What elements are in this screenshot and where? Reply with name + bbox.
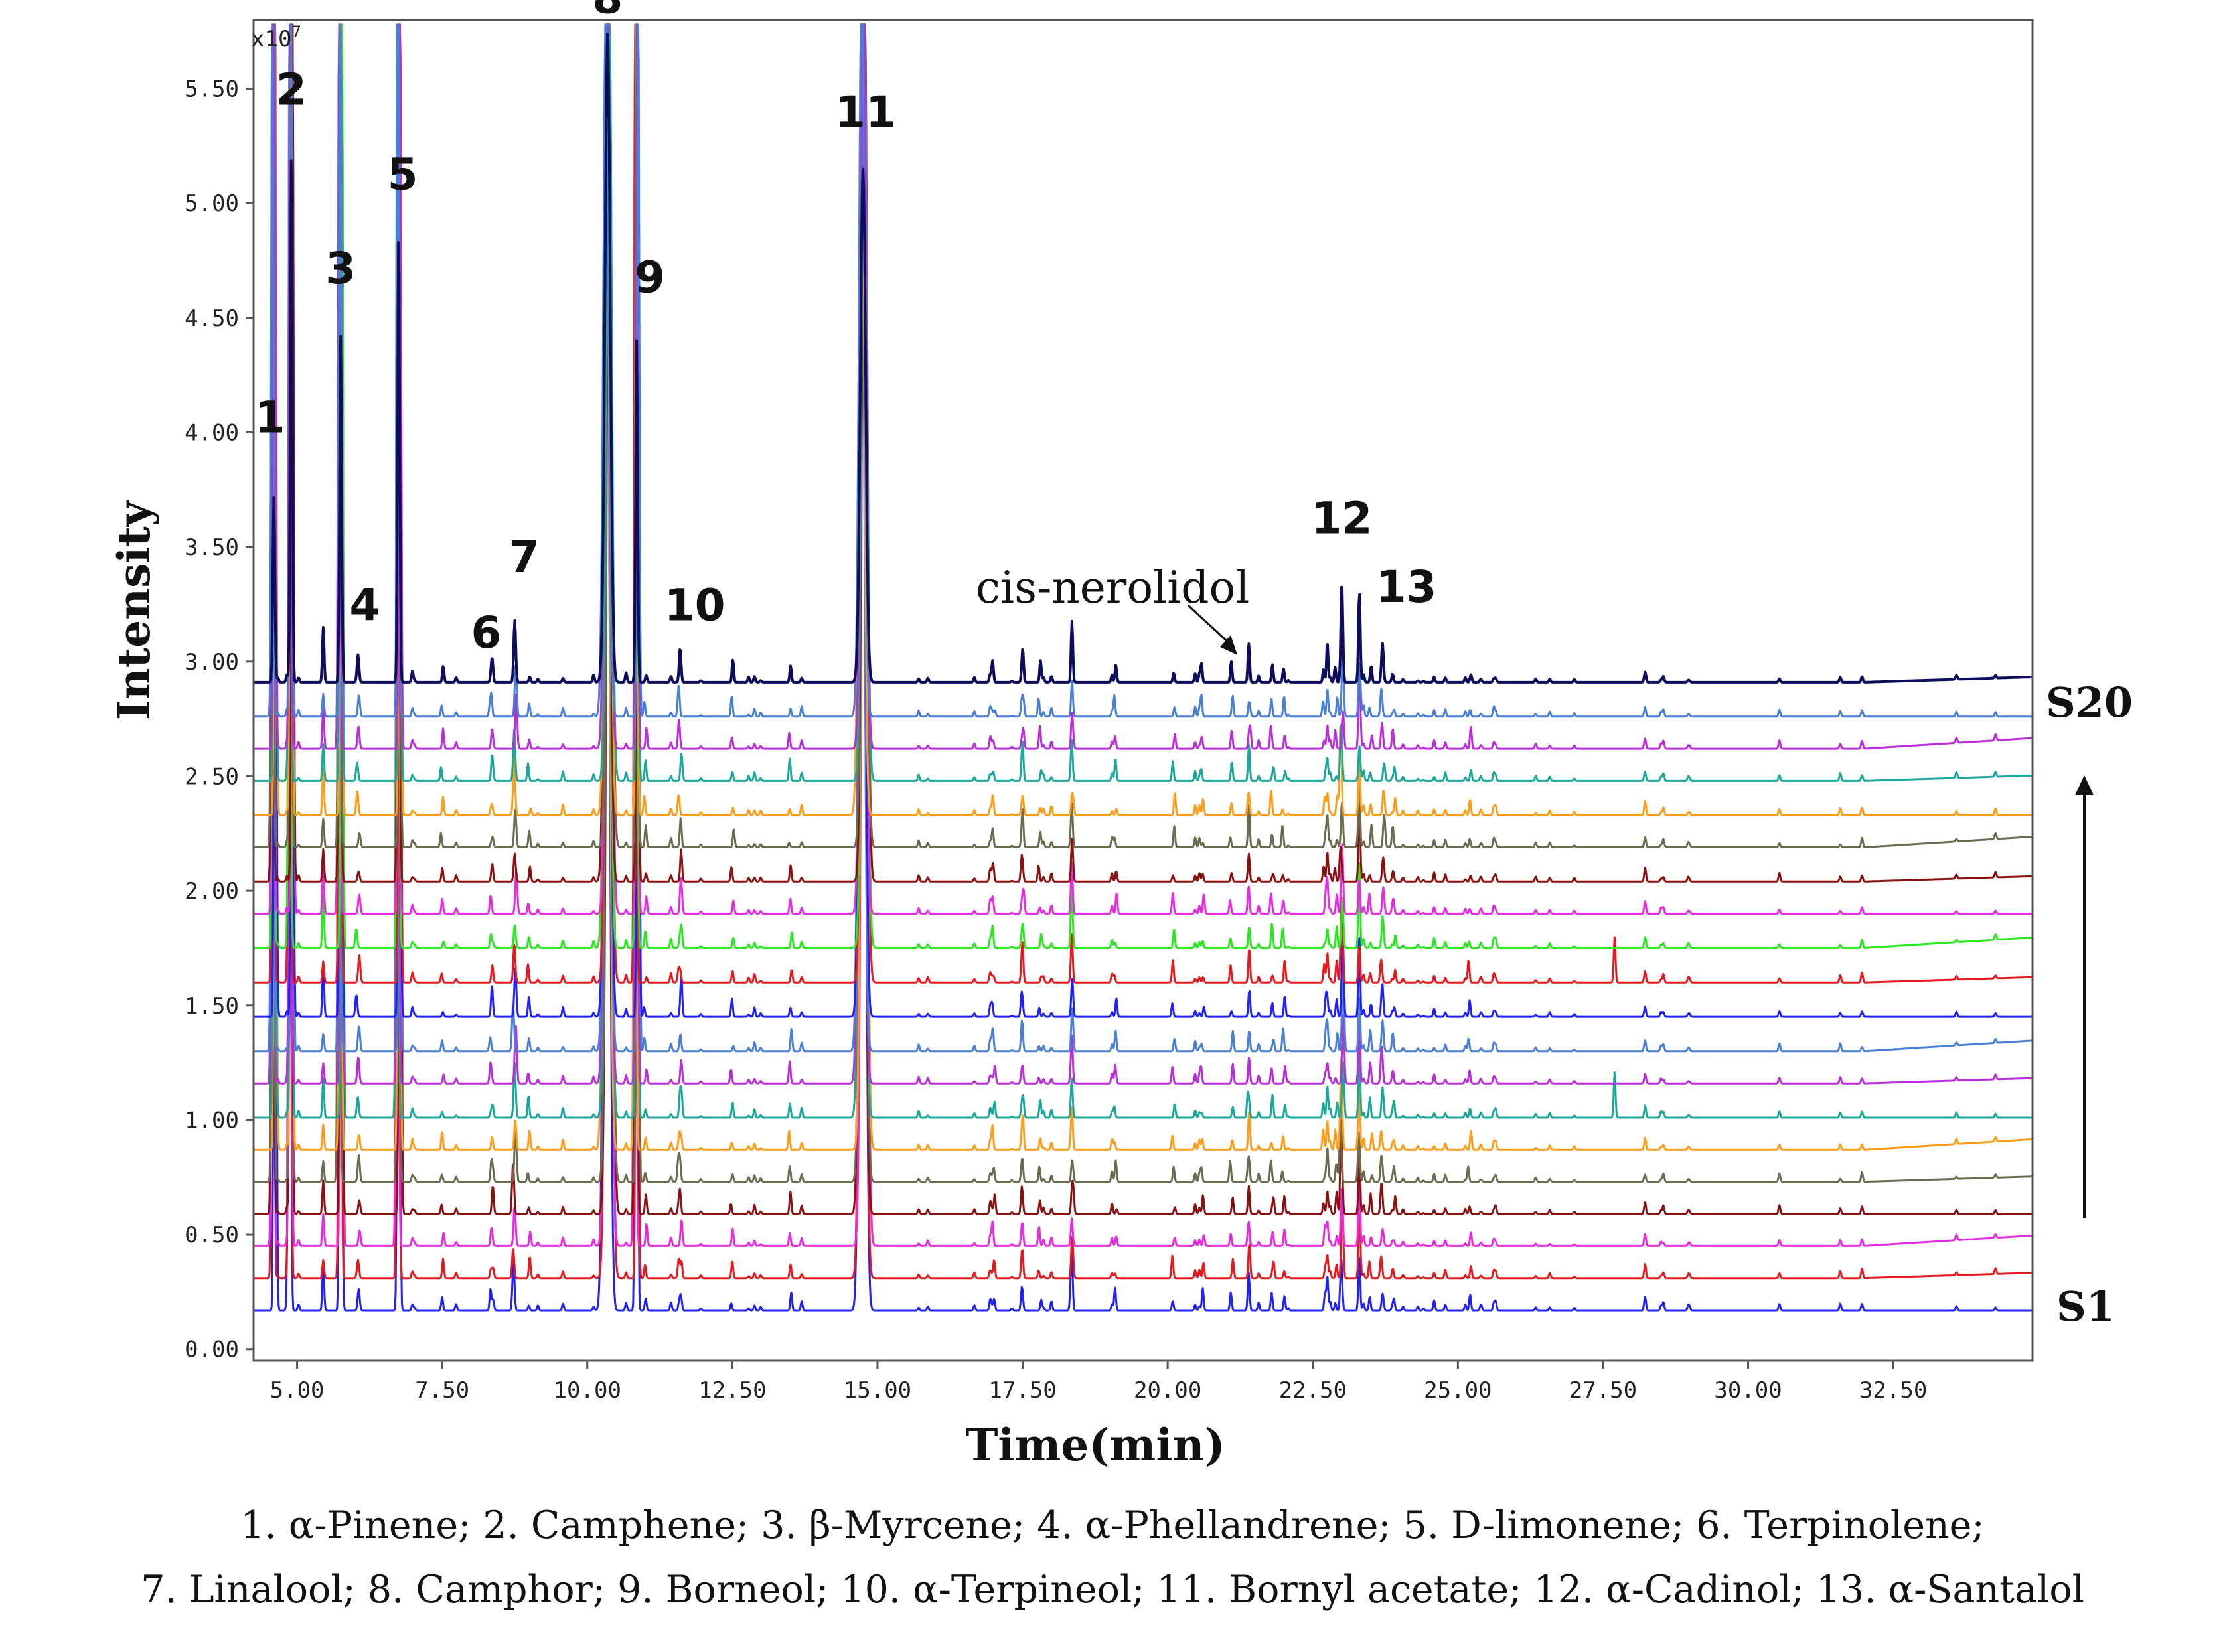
annotation-arrow-head	[1220, 635, 1238, 655]
series-line-s5	[253, 23, 2033, 1183]
plot-frame	[252, 19, 2034, 1362]
series-line-s9	[253, 23, 2033, 1053]
y-axis: 0.00 0.50 1.00 1.50 2.00 2.50 3.00 3.50 4.00 4.50…	[185, 76, 254, 1363]
series-label-bottom: S1	[2056, 1282, 2115, 1331]
x-tick-label: 10.00	[554, 1377, 621, 1404]
x-tick-label: 27.50	[1569, 1377, 1637, 1404]
y-tick-label: 5.50	[185, 76, 239, 103]
caption-line-2: 7. Linalool; 8. Camphor; 9. Borneol; 10.…	[141, 1568, 2084, 1612]
y-tick-label: 1.00	[185, 1107, 239, 1134]
x-axis: 5.00 7.50 10.00 12.50 15.00 17.50 20.00 22.50 25…	[270, 1361, 1927, 1404]
series-line-s2	[253, 23, 2033, 1280]
y-tick-label: 2.50	[185, 763, 239, 790]
order-arrow	[2075, 775, 2094, 1218]
series-line-s15	[253, 23, 2033, 848]
y-tick-label: 0.50	[185, 1222, 239, 1248]
y-tick-label: 4.50	[185, 305, 239, 332]
y-multiplier: x107	[251, 23, 301, 52]
y-tick-label: 3.50	[185, 534, 239, 561]
x-axis-title: Time(min)	[965, 1419, 1225, 1471]
x-tick-label: 25.00	[1424, 1377, 1492, 1404]
y-tick-label: 2.00	[185, 878, 239, 905]
series-line-s11	[253, 23, 2033, 984]
x-tick-label: 12.50	[698, 1377, 766, 1404]
x-tick-label: 32.50	[1859, 1377, 1927, 1404]
caption-line-1: 1. α-Pinene; 2. Camphene; 3. β-Myrcene; …	[240, 1503, 1985, 1547]
y-tick-label: 3.00	[185, 649, 239, 676]
peak-label: 5	[388, 149, 418, 200]
peak-label: 1	[255, 392, 285, 443]
x-tick-label: 20.00	[1134, 1377, 1201, 1404]
x-tick-label: 22.50	[1279, 1377, 1347, 1404]
annotation-text: cis-nerolidol	[976, 562, 1249, 613]
peak-label: 10	[664, 580, 726, 631]
series-line-s19	[253, 23, 2033, 718]
peak-label: 3	[325, 243, 356, 294]
y-axis-title: Intensity	[108, 500, 160, 720]
annotation-cis-nerolidol: cis-nerolidol	[976, 562, 1249, 655]
peak-label: 11	[835, 87, 896, 138]
series-line-s13	[253, 23, 2033, 915]
series-line-s1	[253, 23, 2033, 1312]
x-tick-label: 7.50	[415, 1377, 469, 1404]
chromatogram-chart: 0.00 0.50 1.00 1.50 2.00 2.50 3.00 3.50 4.00 4.50…	[108, 0, 2133, 1471]
peak-label: 13	[1376, 562, 1437, 613]
series-line-s7	[253, 23, 2033, 1119]
series-line-s20	[253, 33, 2033, 684]
series-line-s4	[253, 23, 2033, 1215]
x-tick-label: 15.00	[844, 1377, 911, 1404]
series-layer	[253, 23, 2033, 1312]
peak-label: 2	[276, 64, 307, 115]
x-tick-label: 30.00	[1714, 1377, 1782, 1404]
series-line-s10	[253, 23, 2033, 1018]
series-line-s3	[253, 23, 2033, 1247]
x-tick-label: 17.50	[988, 1377, 1056, 1404]
series-line-s14	[253, 23, 2033, 883]
peak-label: 12	[1312, 492, 1373, 544]
y-tick-label: 4.00	[185, 420, 239, 447]
series-line-s18	[253, 23, 2033, 750]
series-line-s6	[253, 23, 2033, 1151]
y-tick-label: 5.00	[185, 190, 239, 217]
series-line-s16	[253, 23, 2033, 816]
series-line-s8	[253, 23, 2033, 1085]
peak-label: 6	[471, 607, 502, 658]
y-tick-label: 1.50	[185, 993, 239, 1019]
y-tick-label: 0.00	[185, 1337, 239, 1363]
peak-label: 4	[349, 580, 380, 631]
x-tick-label: 5.00	[270, 1377, 325, 1404]
peak-label: 8	[592, 0, 623, 23]
peak-label: 7	[509, 532, 540, 583]
series-label-top: S20	[2046, 678, 2133, 727]
series-line-s17	[253, 23, 2033, 782]
series-line-s12	[253, 23, 2033, 949]
peak-label: 9	[635, 252, 665, 303]
peak-labels: 12345678910111213	[255, 0, 1437, 658]
annotation-arrow-line	[1187, 604, 1233, 646]
